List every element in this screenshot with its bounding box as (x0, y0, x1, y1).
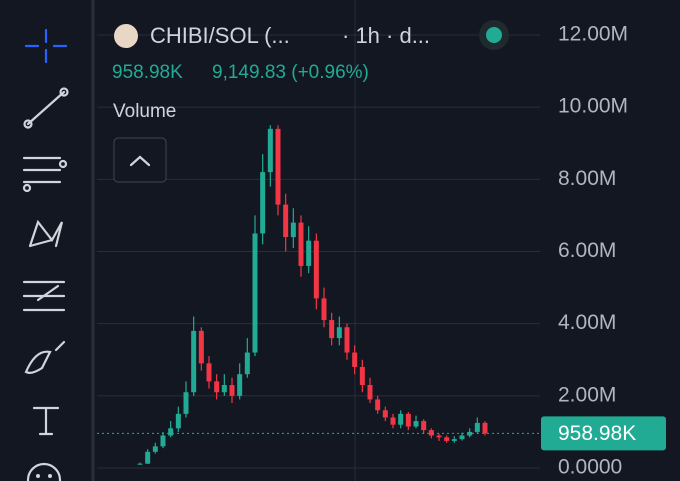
candle-body (467, 431, 473, 436)
last-price-badge (541, 416, 666, 451)
text-tool[interactable] (32, 406, 60, 436)
collapse-button[interactable] (113, 137, 167, 183)
candle-body (382, 410, 388, 418)
last-price: 958.98K (112, 62, 183, 83)
candle-body (244, 352, 250, 375)
candle-body (168, 428, 174, 436)
candle-body (313, 240, 319, 299)
candle-body (290, 222, 296, 238)
candle-body (283, 204, 289, 238)
candle-body (344, 327, 350, 353)
candle-body (267, 128, 273, 173)
candle-body (206, 363, 212, 382)
candle-body (482, 422, 488, 434)
study-label: Volume (113, 101, 176, 122)
candle-body (221, 385, 227, 393)
y-tick-label: 0.0000 (558, 456, 622, 479)
pattern-tool[interactable] (28, 219, 64, 248)
candle-body (444, 437, 450, 441)
candle-body (214, 381, 220, 393)
candle-body (306, 240, 312, 266)
interval: · 1h · d... (342, 23, 430, 48)
candle-body (421, 421, 427, 431)
candle-body (436, 435, 442, 438)
candle-body (145, 451, 151, 464)
fib-tool[interactable] (22, 156, 68, 193)
prediction-tool[interactable] (22, 280, 66, 312)
toolbar (0, 0, 90, 481)
trendline-tool[interactable] (23, 87, 69, 129)
candle-body (390, 417, 396, 425)
y-tick-label: 10.00M (558, 95, 628, 118)
candle-body (175, 413, 181, 429)
candle-body (183, 392, 189, 414)
candle-body (275, 128, 281, 205)
candle-body (260, 172, 266, 234)
candle-body (367, 385, 373, 400)
candle-body (137, 463, 143, 465)
y-tick-label: 12.00M (558, 23, 628, 46)
candle-body (474, 422, 480, 432)
status-dot (486, 27, 502, 43)
candle-body (375, 399, 381, 411)
candle-body (191, 330, 197, 393)
y-tick-label: 4.00M (558, 311, 616, 334)
candle-body (152, 446, 158, 452)
candle-body (298, 222, 304, 266)
crosshair-tool[interactable] (24, 28, 68, 64)
y-tick-label: 2.00M (558, 383, 616, 406)
candle-body (359, 366, 365, 386)
candle-body (229, 385, 235, 396)
candle-body (198, 330, 204, 364)
candle-body (405, 413, 411, 427)
candle-body (413, 421, 419, 427)
symbol: CHIBI/SOL (... (150, 23, 290, 48)
candle-body (451, 439, 457, 441)
candle-body (329, 320, 335, 339)
candle-body (321, 298, 327, 321)
y-tick-label: 8.00M (558, 167, 616, 190)
brush-tool[interactable] (24, 340, 66, 374)
candle-body (459, 435, 465, 440)
token-icon (114, 24, 138, 48)
candle-body (428, 430, 434, 436)
candle-body (252, 233, 258, 353)
last-price-label: 958.98K (558, 422, 636, 445)
change: 9,149.83 (+0.96%) (212, 62, 369, 83)
candle-body (237, 374, 243, 396)
candle-body (352, 352, 358, 367)
candle-body (336, 327, 342, 339)
candle-body (398, 413, 404, 425)
chevron-up (129, 155, 151, 167)
candle-body (160, 435, 166, 447)
y-tick-label: 6.00M (558, 239, 616, 262)
emoji-tool[interactable] (26, 462, 62, 481)
